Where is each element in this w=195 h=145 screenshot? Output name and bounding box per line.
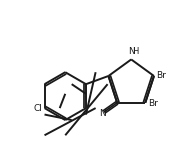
Text: Cl: Cl	[33, 104, 42, 113]
Text: N: N	[99, 109, 106, 118]
Text: Br: Br	[157, 71, 167, 80]
Text: N: N	[128, 47, 135, 56]
Text: H: H	[132, 47, 139, 56]
Text: Br: Br	[148, 99, 158, 108]
